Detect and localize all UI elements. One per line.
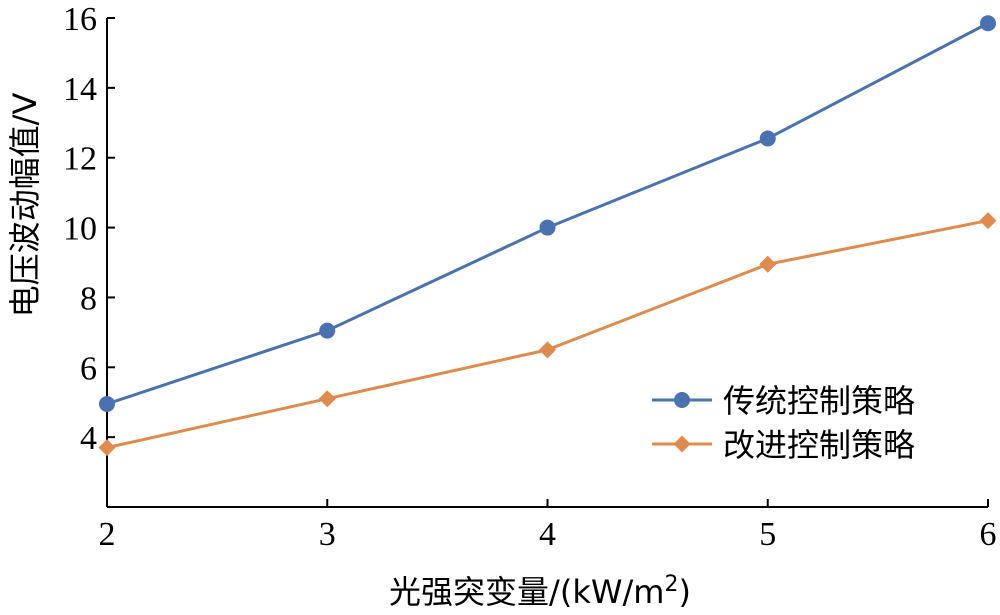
x-axis-title-text: 光强突变量/(kW/m	[389, 573, 664, 611]
data-point	[99, 395, 115, 412]
data-point	[979, 212, 997, 230]
series-lines	[98, 15, 997, 457]
legend-marker	[673, 435, 691, 453]
data-point	[759, 255, 777, 273]
x-axis-title-superscript: 2	[664, 572, 678, 597]
series-2	[98, 212, 997, 457]
x-tick-label: 6	[980, 516, 997, 553]
data-point	[980, 15, 996, 32]
x-tick-label: 4	[539, 516, 556, 553]
y-tick-label: 10	[63, 211, 97, 248]
y-tick-label: 16	[63, 1, 97, 38]
data-point	[319, 322, 336, 339]
y-tick-label: 14	[63, 71, 97, 108]
x-axis-title: 光强突变量/(kW/m2)	[389, 572, 691, 611]
legend-label: 改进控制策略	[723, 426, 915, 464]
legend-marker	[674, 392, 690, 408]
data-point	[98, 439, 116, 457]
data-point	[318, 390, 336, 408]
y-axis-title: 电压波动幅值/V	[6, 93, 44, 318]
series-1	[99, 15, 996, 412]
legend-item: 改进控制策略	[652, 426, 915, 464]
ticks: 2 3 4 5 6 4 6 8 10 12 14 16	[63, 1, 997, 553]
y-tick-label: 6	[80, 350, 97, 387]
y-tick-label: 4	[80, 420, 97, 457]
y-tick-label: 8	[80, 280, 97, 317]
data-point	[539, 341, 556, 359]
y-tick-label: 12	[63, 141, 97, 178]
legend-item: 传统控制策略	[652, 382, 915, 420]
x-tick-label: 5	[759, 516, 776, 553]
data-point	[539, 219, 556, 236]
x-axis-title-close: )	[678, 573, 690, 611]
x-tick-label: 2	[99, 516, 116, 553]
data-point	[759, 130, 776, 147]
legend-label: 传统控制策略	[723, 382, 915, 420]
x-tick-label: 3	[319, 516, 336, 553]
